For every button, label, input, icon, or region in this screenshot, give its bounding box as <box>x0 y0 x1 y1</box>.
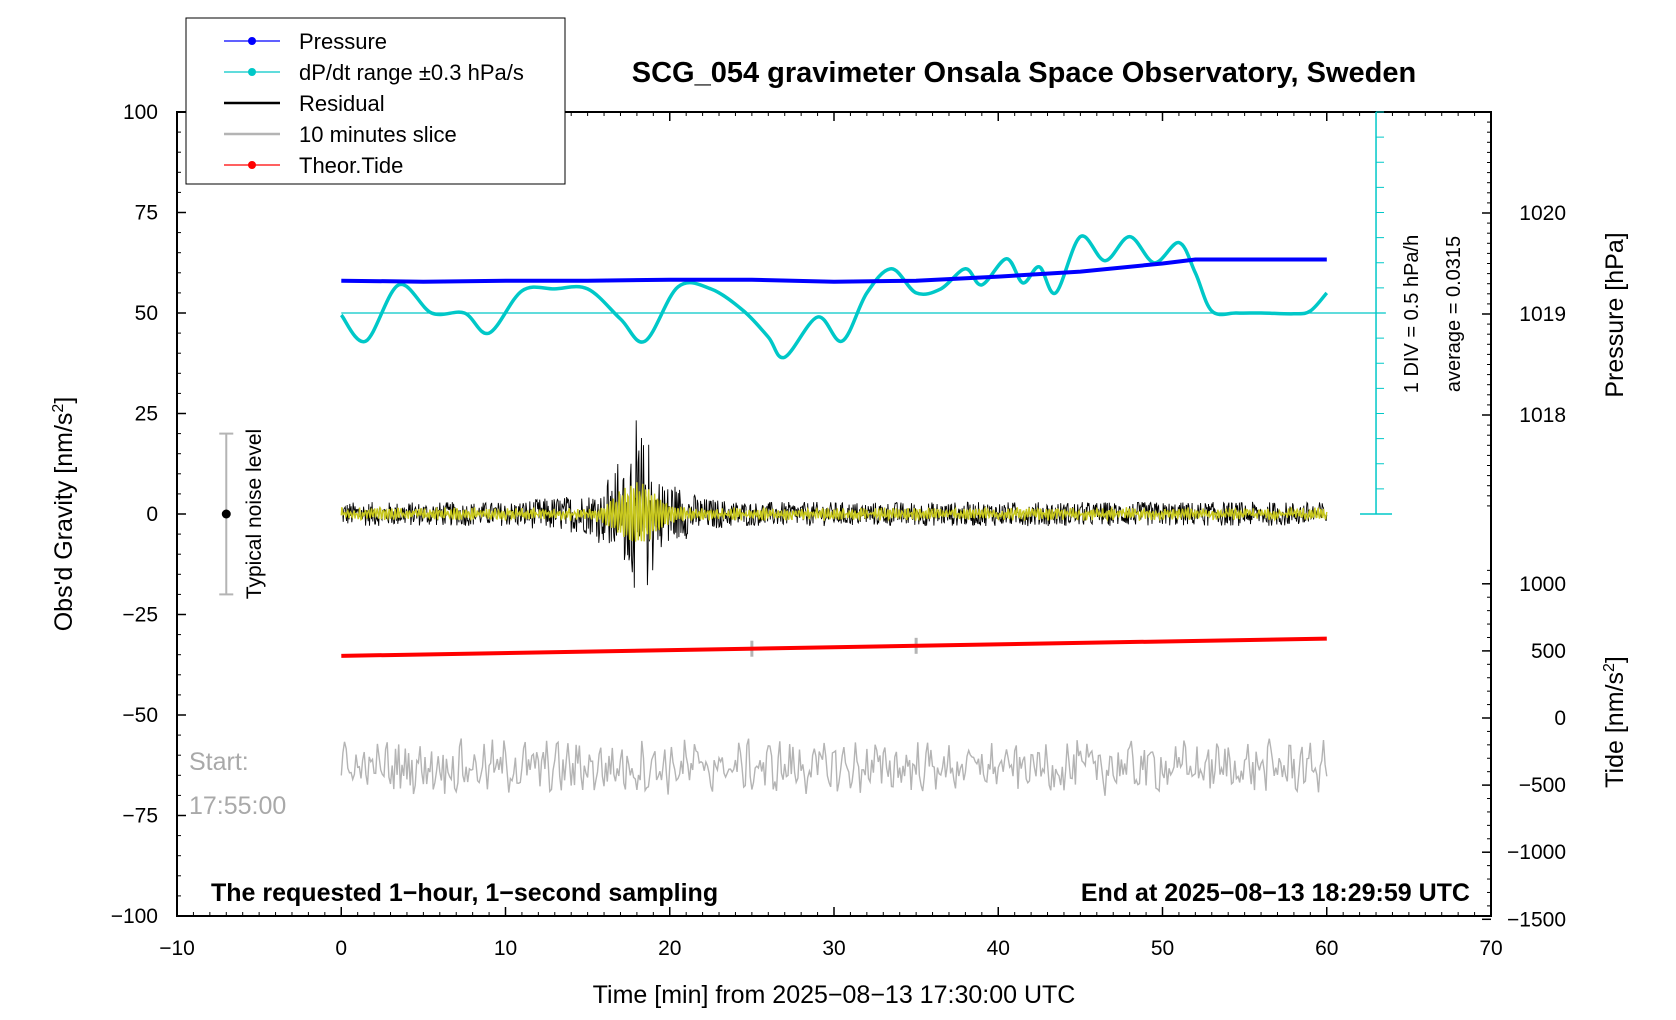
legend-swatch-marker <box>248 68 256 76</box>
y-tick-label: 25 <box>135 403 158 426</box>
x-tick-label: 70 <box>1479 937 1502 960</box>
x-tick-label: −10 <box>159 937 195 960</box>
y-tick-label: −50 <box>122 704 158 727</box>
pressure-tick-label: 1018 <box>1519 404 1566 427</box>
pressure-tick-label: 1019 <box>1519 303 1566 326</box>
y-tick-label: 50 <box>135 302 158 325</box>
start-label: Start: <box>189 748 249 776</box>
legend-label: Theor.Tide <box>299 153 403 178</box>
y-tick-label: −25 <box>122 604 158 627</box>
y-tick-label: −75 <box>122 805 158 828</box>
legend: Pressure dP/dt range ±0.3 hPa/s Residual 10… <box>185 17 566 185</box>
legend-label: dP/dt range ±0.3 hPa/s <box>299 60 524 85</box>
series-residual-filtered <box>340 482 1328 542</box>
legend-label: 10 minutes slice <box>299 122 457 147</box>
x-tick-label: 30 <box>822 937 845 960</box>
series-residual <box>341 420 1328 588</box>
tide-tick-label: 500 <box>1531 640 1566 663</box>
legend-swatch-marker <box>248 161 256 169</box>
dpdt-scale-avg-label: average = 0.0315 <box>1443 236 1465 392</box>
y-axis-label-left: Obs'd Gravity [nm/s2] <box>50 397 78 632</box>
start-time-label: 17:55:00 <box>189 792 286 820</box>
x-tick-label: 0 <box>335 937 347 960</box>
series-layer <box>219 111 1393 796</box>
x-axis-label: Time [min] from 2025−08−13 17:30:00 UTC <box>593 981 1076 1009</box>
noise-bar-center-dot <box>221 509 231 519</box>
tide-tick-label: −500 <box>1519 774 1566 797</box>
y-tick-label: 75 <box>135 202 158 225</box>
series-theor-tide <box>341 636 1327 658</box>
legend-swatch-marker <box>248 37 256 45</box>
tide-tick-label: 1000 <box>1519 573 1566 596</box>
x-tick-label: 40 <box>987 937 1010 960</box>
series-dpdt <box>339 234 1329 360</box>
y-tick-label: 100 <box>123 101 158 124</box>
series-10min-slice <box>340 738 1328 796</box>
tide-tick-label: −1000 <box>1507 841 1566 864</box>
x-tick-label: 10 <box>494 937 517 960</box>
legend-label: Residual <box>299 91 385 116</box>
x-tick-label: 50 <box>1151 937 1174 960</box>
chart-title: SCG_054 gravimeter Onsala Space Observat… <box>632 57 1416 89</box>
tide-tick-label: 0 <box>1554 707 1566 730</box>
legend-box <box>185 17 566 185</box>
x-tick-label: 60 <box>1315 937 1338 960</box>
pressure-tick-label: 1020 <box>1519 202 1566 225</box>
legend-label: Pressure <box>299 29 387 54</box>
y-tick-label: −100 <box>111 905 158 928</box>
tide-tick-label: −1500 <box>1507 908 1566 931</box>
y-axis-label-tide: Tide [nm/s2] <box>1601 656 1629 788</box>
y-tick-label: 0 <box>146 503 158 526</box>
y-axis-label-pressure: Pressure [hPa] <box>1601 232 1629 397</box>
noise-level-label: Typical noise level <box>243 429 266 599</box>
axis-ticks: −10 0 10 20 30 40 50 60 701007550250−25−50−75−10… <box>111 101 1566 960</box>
series-pressure <box>341 257 1327 284</box>
dpdt-scale-div-label: 1 DIV = 0.5 hPa/h <box>1401 235 1423 393</box>
x-tick-label: 20 <box>658 937 681 960</box>
end-time-note: End at 2025−08−13 18:29:59 UTC <box>1081 879 1470 907</box>
sampling-note: The requested 1−hour, 1−second sampling <box>211 879 718 907</box>
